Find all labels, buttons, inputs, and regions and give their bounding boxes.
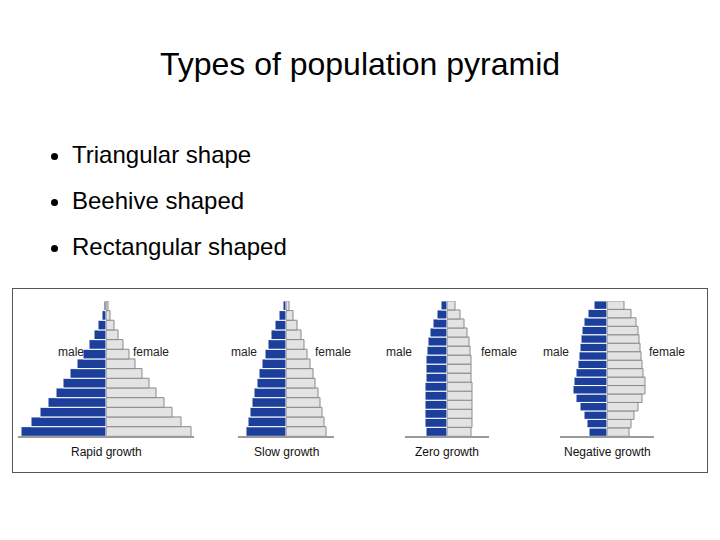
svg-text:Zero growth: Zero growth — [415, 445, 479, 459]
html-text:Types of population pyramid: Types of population pyramid — [159, 46, 561, 82]
html-text:Triangular shape: Triangular shape — [72, 141, 252, 168]
svg-text:Rapid growth: Rapid growth — [71, 445, 142, 459]
svg-text:female: female — [649, 345, 685, 359]
svg-text:male: male — [543, 345, 569, 359]
svg-text:male: male — [386, 345, 412, 359]
svg-text:female: female — [481, 345, 517, 359]
svg-text:male: male — [231, 345, 257, 359]
svg-text:female: female — [133, 345, 169, 359]
html-text:Beehive shaped: Beehive shaped — [72, 187, 245, 214]
svg-text:male: male — [58, 345, 84, 359]
html-text:Rectangular shaped: Rectangular shaped — [72, 233, 287, 260]
svg-text:Negative growth: Negative growth — [564, 445, 651, 459]
svg-text:female: female — [315, 345, 351, 359]
svg-text:Slow growth: Slow growth — [254, 445, 319, 459]
